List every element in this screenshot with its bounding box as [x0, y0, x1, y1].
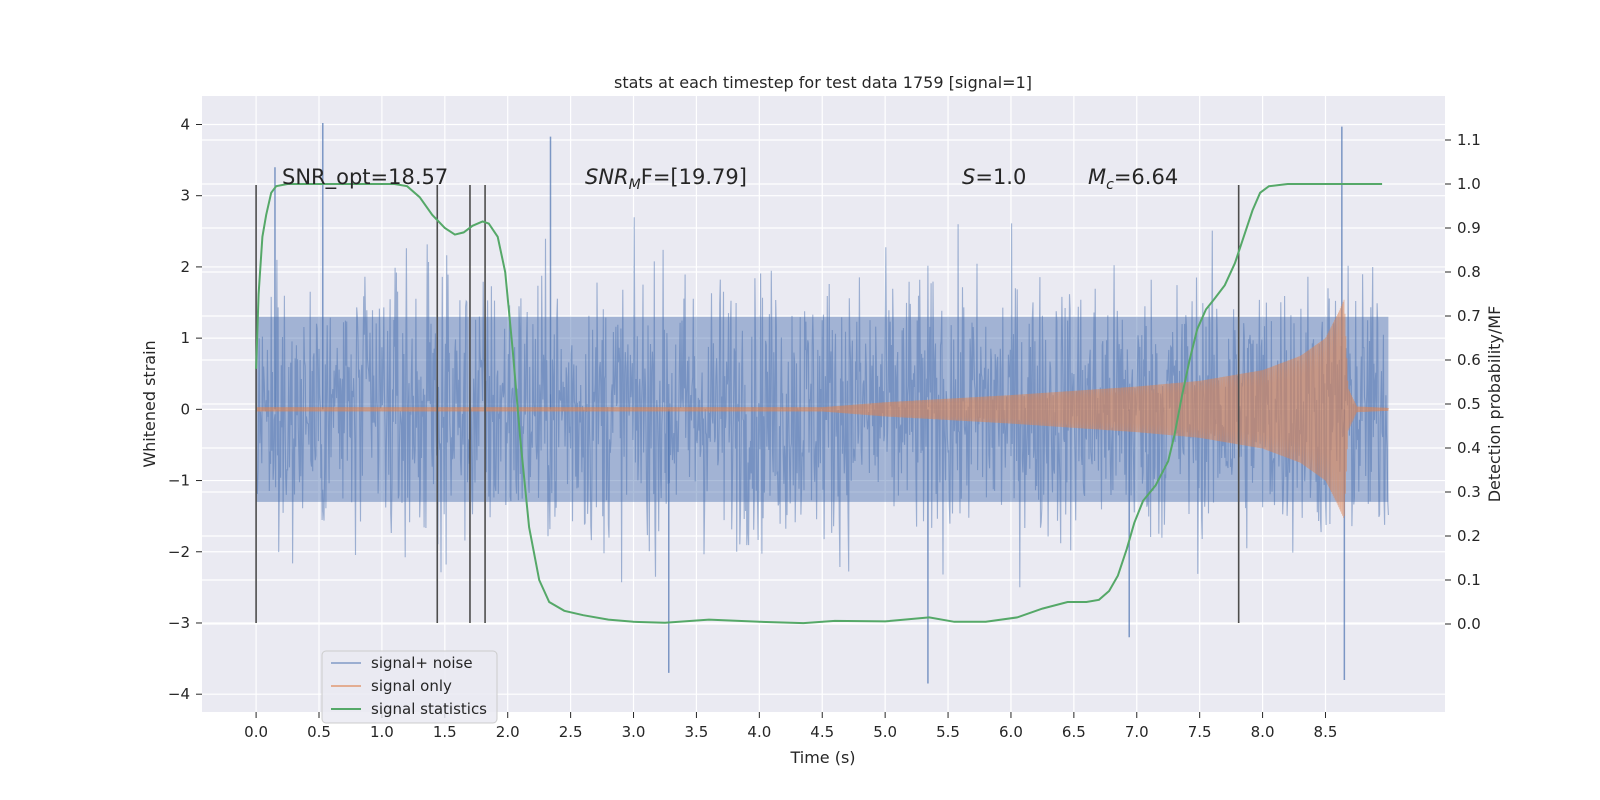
legend: signal+ noise signal only signal statist…: [321, 650, 498, 724]
series-signal-only: [255, 299, 1389, 518]
y2-tick-label: 0.8: [1457, 263, 1481, 281]
y-tick-label: 3: [180, 187, 190, 205]
y2-tick-label: 0.0: [1457, 615, 1481, 633]
y2-tick-label: 0.5: [1457, 395, 1481, 413]
y2-tick-label: 0.1: [1457, 571, 1481, 589]
x-axis-label: Time (s): [789, 748, 855, 767]
x-tick-label: 6.0: [999, 723, 1023, 741]
x-tick-label: 7.5: [1188, 723, 1212, 741]
x-tick-label: 6.5: [1062, 723, 1086, 741]
y-tick-label: 2: [180, 258, 190, 276]
y-axis-label: Whitened strain: [140, 340, 159, 467]
x-tick-label: 3.5: [685, 723, 709, 741]
x-tick-label: 7.0: [1125, 723, 1149, 741]
x-tick-label: 4.0: [747, 723, 771, 741]
y2-tick-label: 0.4: [1457, 439, 1481, 457]
series-signal-statistics: [255, 183, 1383, 625]
annotation-snr-opt: SNR_opt=18.57: [282, 165, 448, 190]
x-tick-label: 8.5: [1314, 723, 1338, 741]
x-tick-label: 1.5: [433, 723, 457, 741]
y-tick-label: −2: [168, 543, 190, 561]
legend-label-signal-noise: signal+ noise: [371, 654, 473, 672]
x-tick-label: 0.0: [244, 723, 268, 741]
chirp-trace: [255, 299, 1389, 518]
x-tick-label: 2.5: [559, 723, 583, 741]
noise-trace: [255, 217, 1389, 588]
legend-label-signal-only: signal only: [371, 677, 452, 695]
x-tick-label: 0.5: [307, 723, 331, 741]
x-tick-label: 8.0: [1251, 723, 1275, 741]
x-tick-label: 1.0: [370, 723, 394, 741]
chart-title: stats at each timestep for test data 175…: [614, 73, 1032, 92]
x-tick-label: 5.0: [873, 723, 897, 741]
x-tick-label: 4.5: [810, 723, 834, 741]
y-tick-label: −4: [168, 685, 190, 703]
legend-label-signal-statistics: signal statistics: [371, 700, 487, 718]
vertical-lines: [255, 185, 1240, 623]
axis-ticks: 0.0 0.5 1.0 1.5 2.0 2.5 3.0 3.5 4.0 4.5 5.0 5.5 6.0 6…: [168, 115, 1481, 741]
y-tick-label: 0: [180, 400, 190, 418]
x-tick-label: 3.0: [622, 723, 646, 741]
annotation-snr-mf: SNRMF=[19.79]: [585, 165, 747, 193]
y-tick-label: 1: [180, 329, 190, 347]
annotation-s-stat: S=1.0: [962, 165, 1026, 189]
x-tick-label: 2.0: [496, 723, 520, 741]
statistics-line: [255, 183, 1383, 625]
legend-box: [321, 650, 498, 724]
annotations: SNR_opt=18.57 SNRMF=[19.79] S=1.0 Mc=6.6…: [282, 165, 1178, 193]
y2-tick-label: 0.6: [1457, 351, 1481, 369]
y2-axis-label: Detection probability/MF: [1485, 306, 1504, 503]
y2-tick-label: 1.0: [1457, 175, 1481, 193]
x-tick-label: 5.5: [936, 723, 960, 741]
y-tick-label: −1: [168, 472, 190, 490]
y2-tick-label: 0.3: [1457, 483, 1481, 501]
y2-tick-label: 0.7: [1457, 307, 1481, 325]
y-tick-label: 4: [180, 115, 190, 133]
y2-tick-label: 0.9: [1457, 219, 1481, 237]
annotation-mc: Mc=6.64: [1088, 165, 1178, 193]
y2-tick-label: 1.1: [1457, 131, 1481, 149]
y-tick-label: −3: [168, 614, 190, 632]
y2-tick-label: 0.2: [1457, 527, 1481, 545]
